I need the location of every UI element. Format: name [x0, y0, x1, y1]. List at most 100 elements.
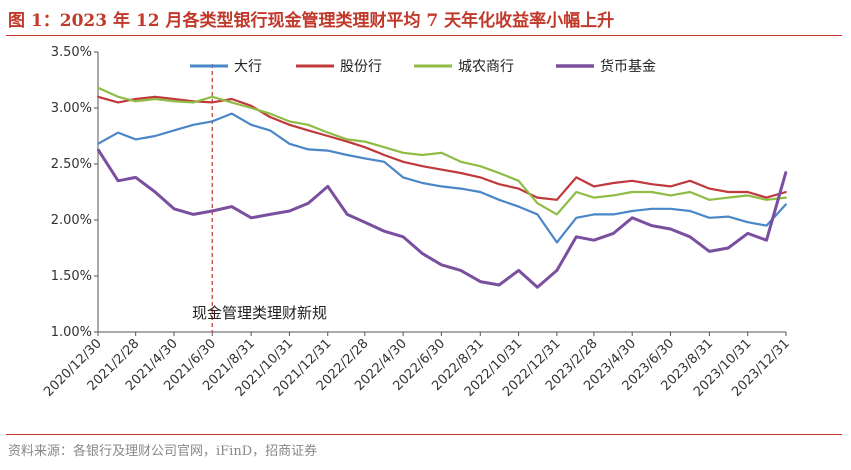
data-point	[669, 185, 672, 188]
x-axis-ticks: 2020/12/302021/2/282021/4/302021/6/30202…	[41, 332, 793, 400]
data-point	[192, 101, 195, 104]
data-point	[173, 129, 175, 132]
data-point	[346, 213, 349, 216]
data-point	[421, 154, 424, 156]
data-point	[192, 123, 195, 126]
data-point	[459, 269, 462, 272]
data-point	[307, 123, 310, 126]
data-point	[765, 198, 768, 201]
data-point	[346, 154, 349, 156]
legend: 大行 股份行 城农商行 货币基金	[190, 58, 656, 75]
legend-label: 货币基金	[600, 58, 656, 75]
data-point	[326, 149, 329, 152]
data-point	[250, 104, 253, 107]
data-point	[402, 160, 404, 163]
data-point	[689, 179, 691, 182]
data-point	[765, 224, 768, 227]
data-point	[612, 182, 615, 184]
data-point	[363, 221, 366, 224]
data-point	[612, 194, 615, 197]
data-point	[230, 205, 233, 208]
data-point	[440, 263, 443, 266]
data-point	[440, 168, 443, 171]
data-point	[785, 191, 787, 193]
data-point	[307, 202, 310, 205]
data-point	[230, 101, 233, 104]
data-point	[689, 210, 691, 212]
data-point	[421, 182, 424, 184]
data-point	[269, 129, 271, 132]
data-point	[173, 100, 175, 103]
data-point	[498, 198, 501, 201]
data-point	[402, 151, 404, 154]
data-point	[134, 176, 137, 179]
annotation-label: 现金管理类理财新规	[192, 304, 327, 322]
data-point	[97, 142, 99, 145]
data-point	[363, 146, 366, 149]
data-point	[269, 112, 271, 115]
legend-label: 股份行	[340, 59, 382, 75]
data-point	[536, 213, 539, 216]
data-point	[727, 196, 730, 199]
data-point	[689, 235, 691, 238]
data-point	[440, 151, 443, 154]
y-tick-label: 1.00%	[51, 325, 92, 340]
data-point	[134, 138, 137, 141]
data-point	[154, 95, 157, 98]
data-point	[593, 196, 595, 199]
data-point	[383, 146, 386, 149]
y-tick-label: 2.50%	[51, 157, 92, 172]
data-point	[383, 160, 386, 163]
data-point	[97, 148, 99, 151]
data-point	[593, 185, 595, 188]
data-point	[479, 191, 482, 193]
y-tick-label: 1.50%	[51, 269, 92, 284]
series-lines	[96, 86, 788, 289]
data-point	[154, 98, 157, 100]
data-point	[536, 202, 539, 205]
data-point	[154, 191, 157, 193]
data-point	[440, 185, 443, 188]
data-point	[575, 191, 578, 193]
data-point	[363, 140, 366, 143]
data-point	[708, 198, 711, 201]
legend-label: 大行	[234, 59, 262, 75]
data-point	[250, 123, 253, 126]
title-rule	[6, 35, 842, 36]
data-point	[575, 176, 578, 179]
data-point	[785, 203, 787, 206]
data-point	[269, 213, 271, 216]
data-point	[173, 207, 175, 210]
data-point	[517, 205, 520, 208]
data-point	[117, 101, 119, 104]
data-point	[517, 187, 520, 190]
data-point	[765, 239, 768, 242]
data-point	[785, 196, 787, 199]
data-point	[612, 232, 615, 235]
y-tick-label: 3.00%	[51, 101, 92, 116]
data-point	[211, 95, 214, 98]
data-point	[555, 269, 558, 272]
data-point	[173, 98, 175, 100]
data-point	[211, 210, 214, 212]
data-point	[631, 216, 634, 219]
data-point	[117, 95, 119, 98]
data-point	[650, 191, 653, 193]
data-point	[669, 228, 672, 230]
series-line	[97, 95, 787, 201]
data-point	[746, 194, 749, 197]
data-point	[288, 123, 291, 126]
data-point	[211, 101, 214, 104]
y-tick-label: 3.50%	[51, 45, 92, 60]
data-point	[746, 191, 749, 193]
footer-rule	[6, 434, 842, 435]
data-point	[498, 284, 501, 286]
data-point	[346, 140, 349, 143]
data-point	[459, 172, 462, 174]
data-point	[117, 131, 119, 134]
data-point	[479, 165, 482, 168]
data-point	[459, 160, 462, 163]
data-point	[211, 120, 214, 123]
data-point	[402, 176, 404, 179]
data-point	[288, 120, 291, 123]
